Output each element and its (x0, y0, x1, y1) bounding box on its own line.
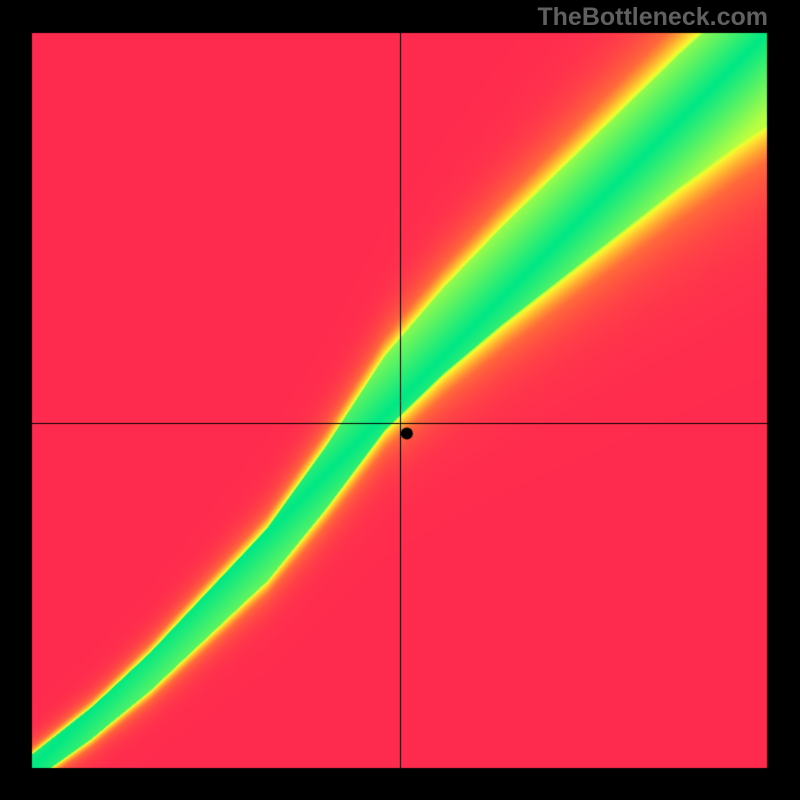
watermark-text: TheBottleneck.com (537, 3, 768, 32)
bottleneck-heatmap (0, 0, 800, 800)
